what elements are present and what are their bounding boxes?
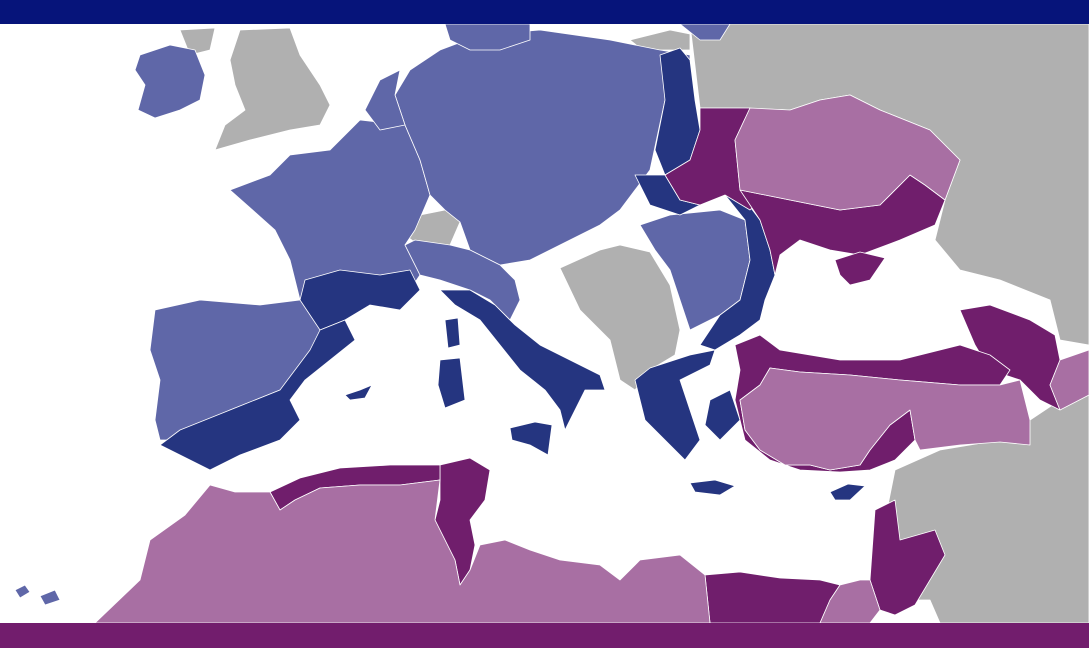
sicily: [509, 421, 553, 456]
sardinia: [437, 357, 466, 409]
italy-south: [439, 289, 606, 431]
ukraine-north: [734, 94, 961, 211]
region-blue-dark: [159, 47, 866, 501]
north-africa: [94, 479, 711, 623]
east-spain: [159, 319, 356, 471]
baltic-blue: [679, 24, 731, 41]
map-canvas[interactable]: [0, 24, 1089, 623]
cyprus: [829, 483, 866, 501]
region-purple-light: [94, 94, 1089, 623]
canary-islands-2: [39, 589, 61, 606]
britain: [214, 27, 331, 151]
east-turkey-edge: [1049, 349, 1089, 411]
bottom-banner: [0, 623, 1089, 648]
turkey-interior: [739, 367, 1031, 471]
france: [229, 119, 431, 301]
corsica: [444, 317, 461, 349]
egypt-north: [704, 571, 841, 623]
greece: [634, 349, 716, 461]
benelux: [364, 69, 406, 131]
balkans: [559, 244, 681, 391]
ireland: [134, 44, 206, 119]
crimea: [834, 251, 886, 286]
south-france: [299, 269, 421, 331]
scotland-north: [179, 27, 216, 56]
canary-islands: [14, 584, 31, 599]
top-banner: [0, 0, 1089, 24]
region-blue-light: [14, 24, 751, 606]
balearics: [344, 384, 373, 401]
scandinavia-south: [444, 24, 531, 51]
region-purple-dark: [269, 107, 1061, 623]
crete: [689, 479, 736, 496]
aegean-islands: [704, 389, 741, 441]
egypt-east: [819, 579, 881, 623]
